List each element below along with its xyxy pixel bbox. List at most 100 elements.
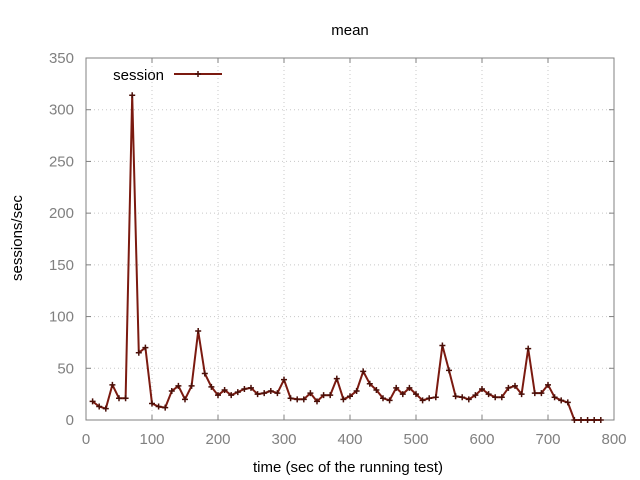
data-point: [584, 417, 591, 423]
data-point: [228, 392, 235, 399]
legend-label-session: session: [113, 67, 164, 84]
data-point: [597, 417, 604, 423]
data-point: [96, 403, 103, 410]
data-point: [102, 405, 109, 412]
data-point: [195, 328, 202, 335]
data-point: [188, 382, 195, 389]
data-point: [182, 396, 188, 403]
data-point: [89, 398, 96, 405]
data-point: [393, 384, 400, 391]
y-tick-label: 300: [49, 102, 74, 119]
data-point: [439, 342, 446, 349]
x-tick-label: 400: [337, 431, 362, 448]
data-point: [155, 403, 162, 410]
legend: session: [113, 67, 222, 84]
data-point: [149, 400, 155, 407]
data-point: [564, 399, 571, 406]
data-point: [406, 384, 413, 391]
data-point: [485, 391, 492, 398]
data-point: [122, 395, 129, 402]
data-point: [221, 387, 228, 394]
data-point: [571, 417, 578, 423]
data-point: [320, 392, 327, 399]
x-tick-label: 0: [82, 431, 90, 448]
data-point: [327, 392, 334, 399]
x-tick-label: 600: [469, 431, 494, 448]
data-point: [413, 391, 419, 398]
data-point: [558, 397, 565, 404]
data-point: [307, 390, 314, 397]
legend-point: [195, 71, 201, 77]
data-point: [347, 393, 353, 400]
data-point: [333, 375, 340, 382]
data-point: [472, 392, 479, 399]
x-tick-label: 300: [271, 431, 296, 448]
data-point: [578, 417, 584, 423]
series-line-session: [91, 94, 601, 421]
data-point: [281, 376, 287, 383]
data-point: [300, 396, 307, 403]
data-point: [380, 395, 386, 402]
data-point: [518, 391, 525, 398]
y-tick-label: 150: [49, 257, 74, 274]
y-tick-label: 250: [49, 153, 74, 170]
data-point: [373, 387, 380, 394]
data-point: [591, 417, 598, 423]
y-tick-label: 0: [66, 412, 74, 429]
grid: [86, 58, 614, 420]
data-point: [142, 344, 149, 351]
x-tick-label: 800: [601, 431, 626, 448]
data-point: [175, 382, 182, 389]
data-point: [505, 384, 512, 391]
data-point: [399, 391, 406, 398]
y-tick-label: 100: [49, 309, 74, 326]
data-point: [386, 397, 393, 404]
data-point: [498, 394, 505, 401]
data-point: [446, 367, 452, 374]
data-point: [492, 394, 499, 401]
data-point: [162, 404, 169, 411]
y-tick-label: 200: [49, 205, 74, 222]
data-point: [459, 394, 466, 401]
legend-marker-session: [195, 71, 201, 77]
data-point: [267, 388, 274, 395]
chart-title: mean: [331, 22, 369, 39]
data-point: [545, 381, 551, 388]
data-point: [261, 390, 268, 397]
data-point: [340, 396, 347, 403]
data-point: [551, 394, 558, 401]
data-point: [208, 383, 215, 390]
data-point: [452, 393, 459, 400]
data-point: [241, 385, 248, 392]
data-point: [129, 92, 136, 99]
x-tick-label: 700: [535, 431, 560, 448]
data-point: [479, 385, 485, 392]
x-tick-label: 500: [403, 431, 428, 448]
x-tick-label: 100: [139, 431, 164, 448]
data-point: [248, 384, 254, 391]
data-point: [538, 390, 545, 397]
data-point: [353, 388, 360, 395]
series-layer: [89, 92, 604, 423]
axis-ticks: 0 100 200 300 400 500 600 700 800 0 50 100 150 200 250…: [49, 50, 627, 448]
data-point: [201, 370, 208, 377]
data-point: [215, 392, 221, 399]
data-point: [360, 368, 367, 375]
x-axis-title: time (sec of the running test): [253, 459, 443, 476]
data-point: [274, 390, 281, 397]
data-point: [168, 388, 175, 395]
data-point: [512, 382, 518, 389]
data-point: [366, 380, 373, 387]
data-point: [109, 381, 116, 388]
data-point: [314, 398, 320, 405]
data-point: [234, 389, 241, 396]
data-point: [531, 390, 538, 397]
data-point: [287, 395, 294, 402]
data-point: [116, 395, 122, 402]
y-tick-label: 350: [49, 50, 74, 67]
data-point: [465, 396, 472, 403]
data-point: [135, 349, 142, 356]
y-tick-label: 50: [57, 360, 74, 377]
data-point: [432, 394, 439, 401]
